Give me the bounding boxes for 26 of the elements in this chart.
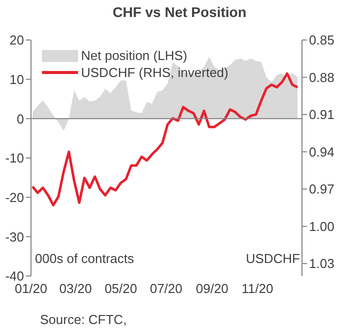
x-tick-label: 05/20 (104, 281, 138, 296)
y-axis-title: 000s of contracts (35, 251, 134, 266)
legend-label: Net position (LHS) (81, 48, 188, 63)
x-tick-label: 07/20 (150, 281, 182, 296)
y-tick-label: -30 (5, 229, 24, 244)
y2-tick-label: 1.03 (309, 256, 334, 272)
y2-tick-label: 0.94 (309, 144, 334, 160)
y-tick-label: -20 (5, 190, 24, 205)
legend-label: USDCHF (RHS, inverted) (81, 65, 228, 80)
y-tick-label: -10 (5, 150, 24, 166)
y-tick-label: 0 (16, 111, 24, 126)
y-tick-label: -40 (5, 268, 24, 284)
y-tick-label: 20 (10, 32, 24, 48)
y2-tick-label: 1.00 (309, 218, 334, 234)
x-tick-label: 11/20 (242, 281, 274, 296)
y2-tick-label: 0.88 (309, 70, 334, 85)
x-tick-label: 01/20 (14, 281, 48, 296)
x-tick-label: 03/20 (59, 281, 92, 296)
y2-tick-label: 0.91 (309, 107, 334, 122)
x-tick-label: 09/20 (196, 281, 228, 296)
y2-tick-label: 0.97 (309, 182, 334, 197)
y2-axis-title: USDCHF (246, 251, 300, 266)
chart-title: CHF vs Net Position (112, 3, 248, 22)
y-tick-label: 10 (10, 72, 24, 87)
source-note: Source: CFTC, (39, 312, 128, 327)
y2-tick-label: 0.85 (309, 32, 334, 48)
